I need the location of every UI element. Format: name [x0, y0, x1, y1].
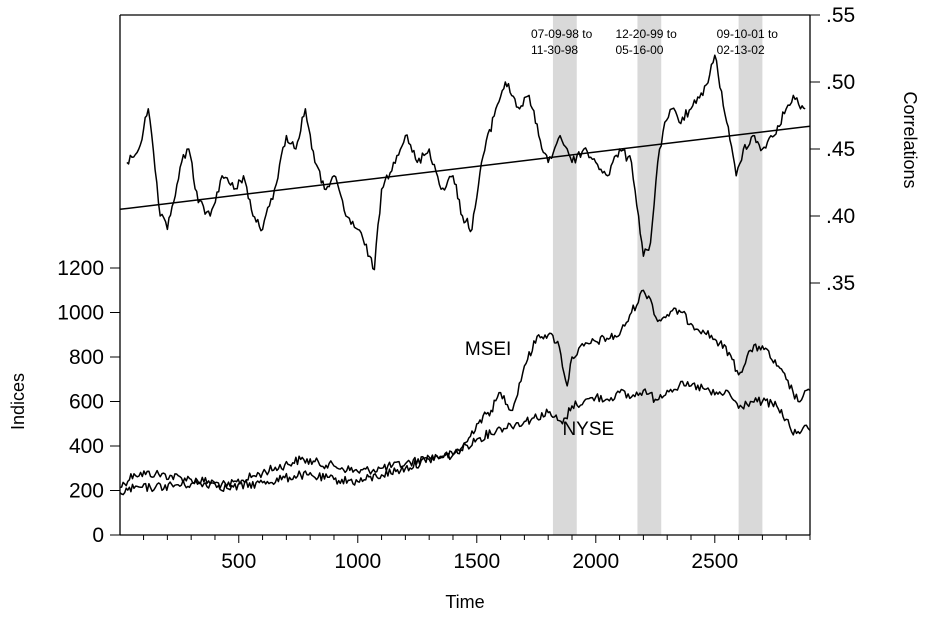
series-correlation-line	[126, 54, 806, 271]
right-y-tick-label: .55	[826, 4, 855, 27]
x-tick-label: 500	[221, 550, 256, 573]
shaded-period-label-2-line1: 12-20-99 to	[615, 27, 677, 41]
left-y-tick-label: 400	[69, 435, 104, 458]
right-y-tick-label: .40	[826, 205, 855, 228]
shaded-period-label-3-line1: 09-10-01 to	[717, 27, 779, 41]
right-y-tick-label: .45	[826, 138, 855, 161]
right-y-tick-label: .35	[826, 272, 855, 295]
shaded-periods-layer	[552, 15, 763, 535]
left-y-tick-label: 800	[69, 346, 104, 369]
series-layer	[119, 54, 811, 496]
left-y-tick-label: 1000	[57, 302, 104, 325]
shaded-period-label-3-line2: 02-13-02	[717, 43, 765, 57]
series-nyse-line	[119, 380, 811, 496]
x-tick-label: 1500	[453, 550, 500, 573]
right-y-tick-label: .50	[826, 71, 855, 94]
shaded-period-label-2-line2: 05-16-00	[615, 43, 663, 57]
right-y-axis-title: Correlations	[900, 91, 920, 188]
shaded-period-label-1-line1: 07-09-98 to	[531, 27, 593, 41]
left-y-axis-title: Indices	[8, 373, 28, 430]
x-tick-label: 1000	[334, 550, 381, 573]
correlation-trend-line	[119, 125, 811, 211]
series-label-msei: MSEI	[465, 339, 511, 360]
labels-layer: 07-09-98 to 11-30-98 12-20-99 to 05-16-00 09…	[57, 4, 855, 573]
left-y-tick-label: 0	[92, 524, 104, 547]
shaded-period-1	[552, 15, 577, 535]
left-y-tick-label: 1200	[57, 257, 104, 280]
shaded-period-3	[738, 15, 763, 535]
series-label-nyse: NYSE	[562, 419, 614, 440]
shaded-period-label-1-line2: 11-30-98	[531, 43, 578, 57]
left-y-tick-label: 200	[69, 480, 104, 503]
left-y-tick-label: 600	[69, 391, 104, 414]
ticks-layer	[110, 14, 820, 543]
x-tick-label: 2500	[691, 550, 738, 573]
x-tick-label: 2000	[572, 550, 619, 573]
shaded-period-2	[637, 15, 662, 535]
x-axis-title: Time	[445, 592, 484, 612]
